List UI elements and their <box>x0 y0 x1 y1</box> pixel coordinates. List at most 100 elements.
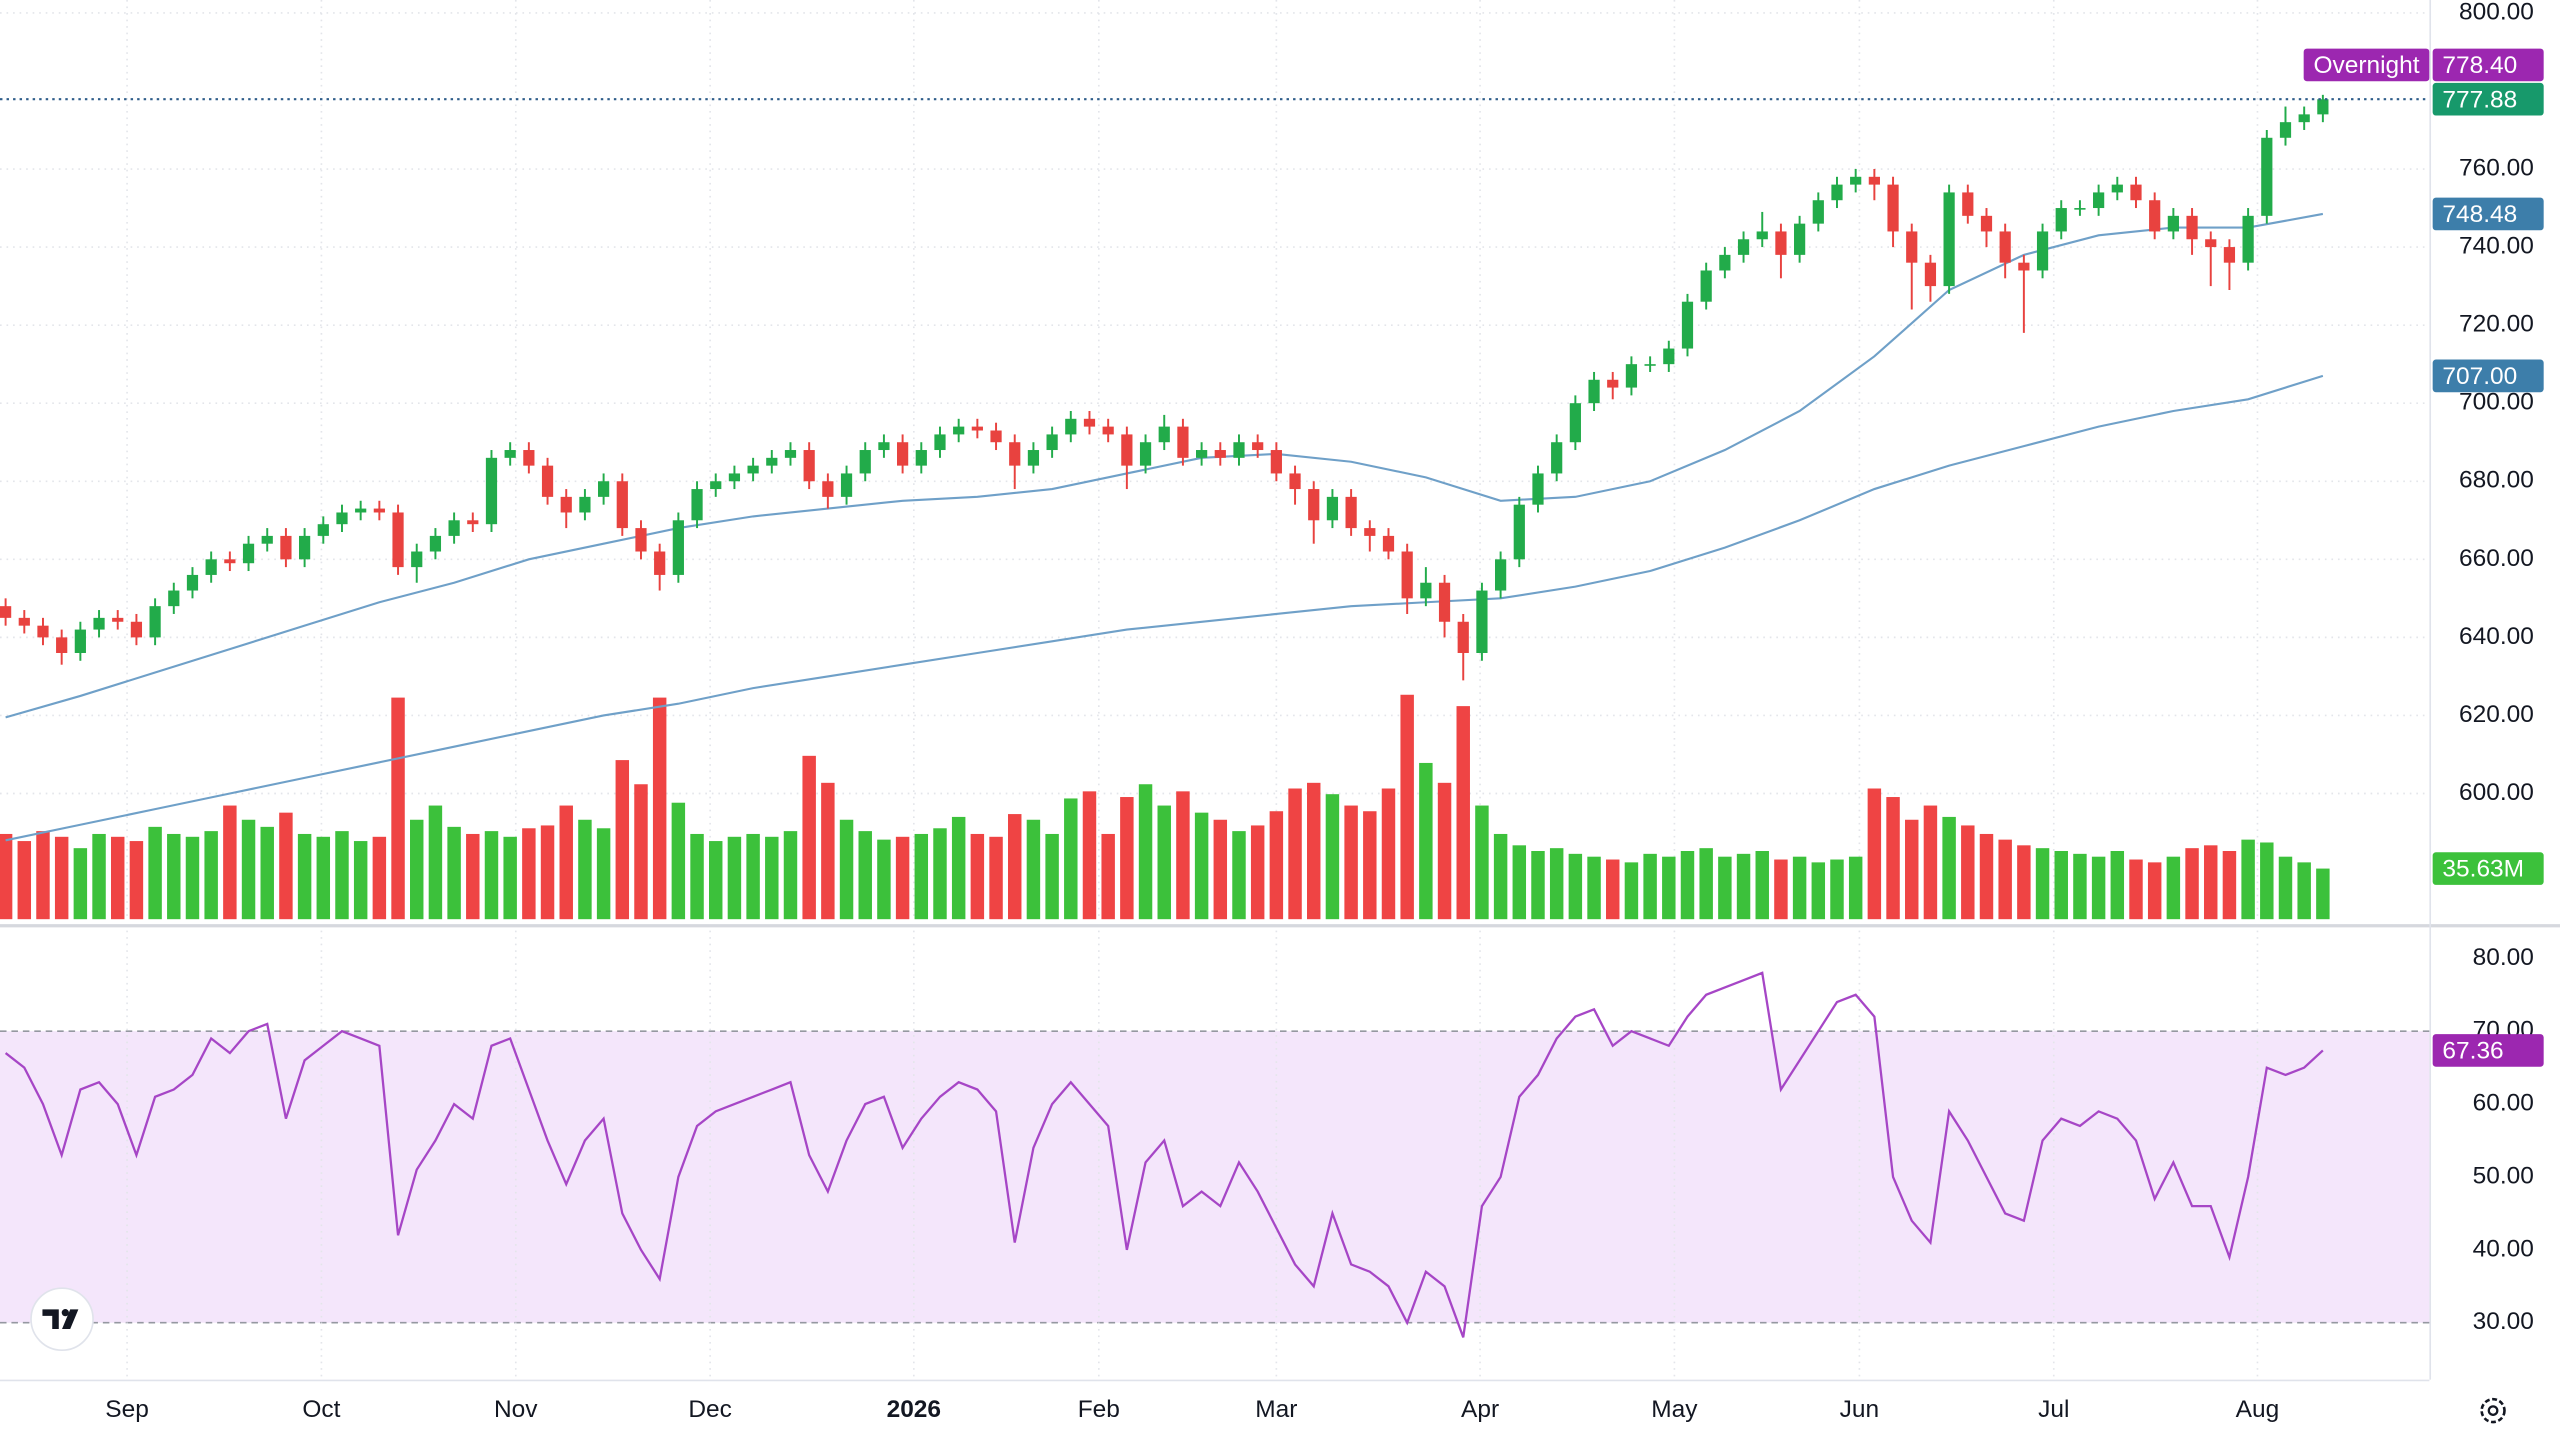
y-tick-label: 620.00 <box>2459 701 2534 728</box>
volume-bar <box>1624 862 1639 920</box>
rsi-band <box>0 1031 2430 1323</box>
volume-bar <box>1811 862 1826 920</box>
volume-bar <box>466 833 480 920</box>
logo[interactable] <box>30 1287 94 1352</box>
candle-body <box>1681 301 1694 349</box>
volume-bar <box>933 828 947 920</box>
volume-bar <box>2316 868 2330 920</box>
candle-body <box>299 535 311 560</box>
volume-bar <box>335 831 349 920</box>
candle-body <box>2279 122 2292 138</box>
candle-body <box>822 481 834 497</box>
volume-bar <box>1307 782 1321 920</box>
gear-hub <box>2487 1405 2499 1417</box>
candle-body <box>336 512 348 525</box>
volume-bar <box>111 836 125 920</box>
x-tick-label: Jul <box>2038 1396 2069 1423</box>
y-tick-label: 600.00 <box>2459 779 2534 806</box>
last-price-label-bg <box>2432 82 2544 116</box>
candle-body <box>523 450 535 466</box>
candle-body <box>2036 231 2049 271</box>
candle-body <box>317 524 329 536</box>
candle-body <box>541 465 554 497</box>
volume-bar <box>2017 845 2031 920</box>
candle-body <box>1943 192 1955 287</box>
candle-body <box>242 543 255 564</box>
volume-bar <box>1344 805 1358 920</box>
volume-bar <box>895 836 910 920</box>
candle-body <box>2205 239 2217 248</box>
candle-body <box>728 473 741 482</box>
candle-body <box>1476 590 1488 653</box>
x-tick-label: Sep <box>105 1396 149 1423</box>
candle-body <box>2167 215 2179 232</box>
volume-bar <box>765 836 779 920</box>
volume-value-label-bg <box>2432 852 2544 885</box>
volume-bar <box>1437 782 1452 920</box>
volume-bar <box>1400 694 1414 920</box>
ma-value-label: 748.48 <box>2442 201 2517 228</box>
y-tick-label: 740.00 <box>2459 233 2534 260</box>
volume-bar <box>1923 805 1938 920</box>
volume-bar <box>447 826 461 920</box>
ma-value-label-bg <box>2432 359 2544 393</box>
volume-bar <box>1250 825 1265 920</box>
candle-body <box>635 528 647 552</box>
candle-body <box>186 574 199 591</box>
candle-body <box>747 465 759 474</box>
candle-body <box>1775 231 1787 255</box>
volume-bar <box>1064 798 1078 920</box>
candle-body <box>205 559 217 575</box>
rsi-tick-label: 30.00 <box>2473 1308 2534 1335</box>
logo-circle[interactable] <box>30 1287 94 1352</box>
volume-bar <box>1549 848 1564 920</box>
volume-bar <box>223 805 237 920</box>
candle-body <box>448 520 460 536</box>
volume-bar <box>1493 833 1508 920</box>
candle-body <box>392 512 404 568</box>
candle-body <box>1382 535 1395 552</box>
x-tick-label: Dec <box>688 1396 732 1423</box>
candle-body <box>654 551 666 575</box>
rsi-line <box>4 971 2324 1338</box>
candle-body <box>1420 582 1432 599</box>
volume-bar <box>2241 839 2255 920</box>
candle-body <box>579 496 591 513</box>
volume-bar <box>1998 839 2012 920</box>
candle-body <box>1663 348 1675 365</box>
settings-button[interactable] <box>2480 1397 2506 1424</box>
ma-value-label-bg <box>2432 197 2544 231</box>
candle-body <box>2093 192 2105 209</box>
candle-body <box>2242 215 2254 263</box>
candle-body <box>2186 215 2198 240</box>
volume-bar <box>2222 851 2237 920</box>
x-tick-label: May <box>1651 1396 1698 1423</box>
last-price-label: 777.88 <box>2442 86 2517 113</box>
volume-bar <box>391 697 405 920</box>
volume-bar <box>36 831 50 920</box>
volume-bar <box>2297 862 2311 920</box>
x-tick-label: Mar <box>1255 1396 1297 1423</box>
candle-body <box>1513 504 1525 560</box>
volume-bar <box>951 816 966 920</box>
volume-bar <box>1736 853 1751 920</box>
candle-body <box>1569 403 1581 443</box>
candle-body <box>1719 254 1731 271</box>
volume-bar <box>1176 791 1190 920</box>
candle-body <box>766 457 778 466</box>
y-tick-label: 760.00 <box>2459 154 2534 181</box>
candle-body <box>0 606 12 618</box>
volume-bar <box>260 826 274 920</box>
volume-bar <box>1774 859 1788 920</box>
candle-body <box>1196 450 1208 458</box>
gear[interactable] <box>2480 1397 2506 1424</box>
candle-body <box>2018 262 2030 271</box>
volume-bar <box>1886 797 1900 920</box>
candle-body <box>1158 426 1170 443</box>
volume-bar <box>858 831 872 920</box>
volume-bar <box>1587 856 1601 920</box>
candle-body <box>1121 434 1133 466</box>
candle-body <box>112 617 124 622</box>
volume-bar <box>2185 848 2199 920</box>
candle-body <box>2317 99 2329 115</box>
